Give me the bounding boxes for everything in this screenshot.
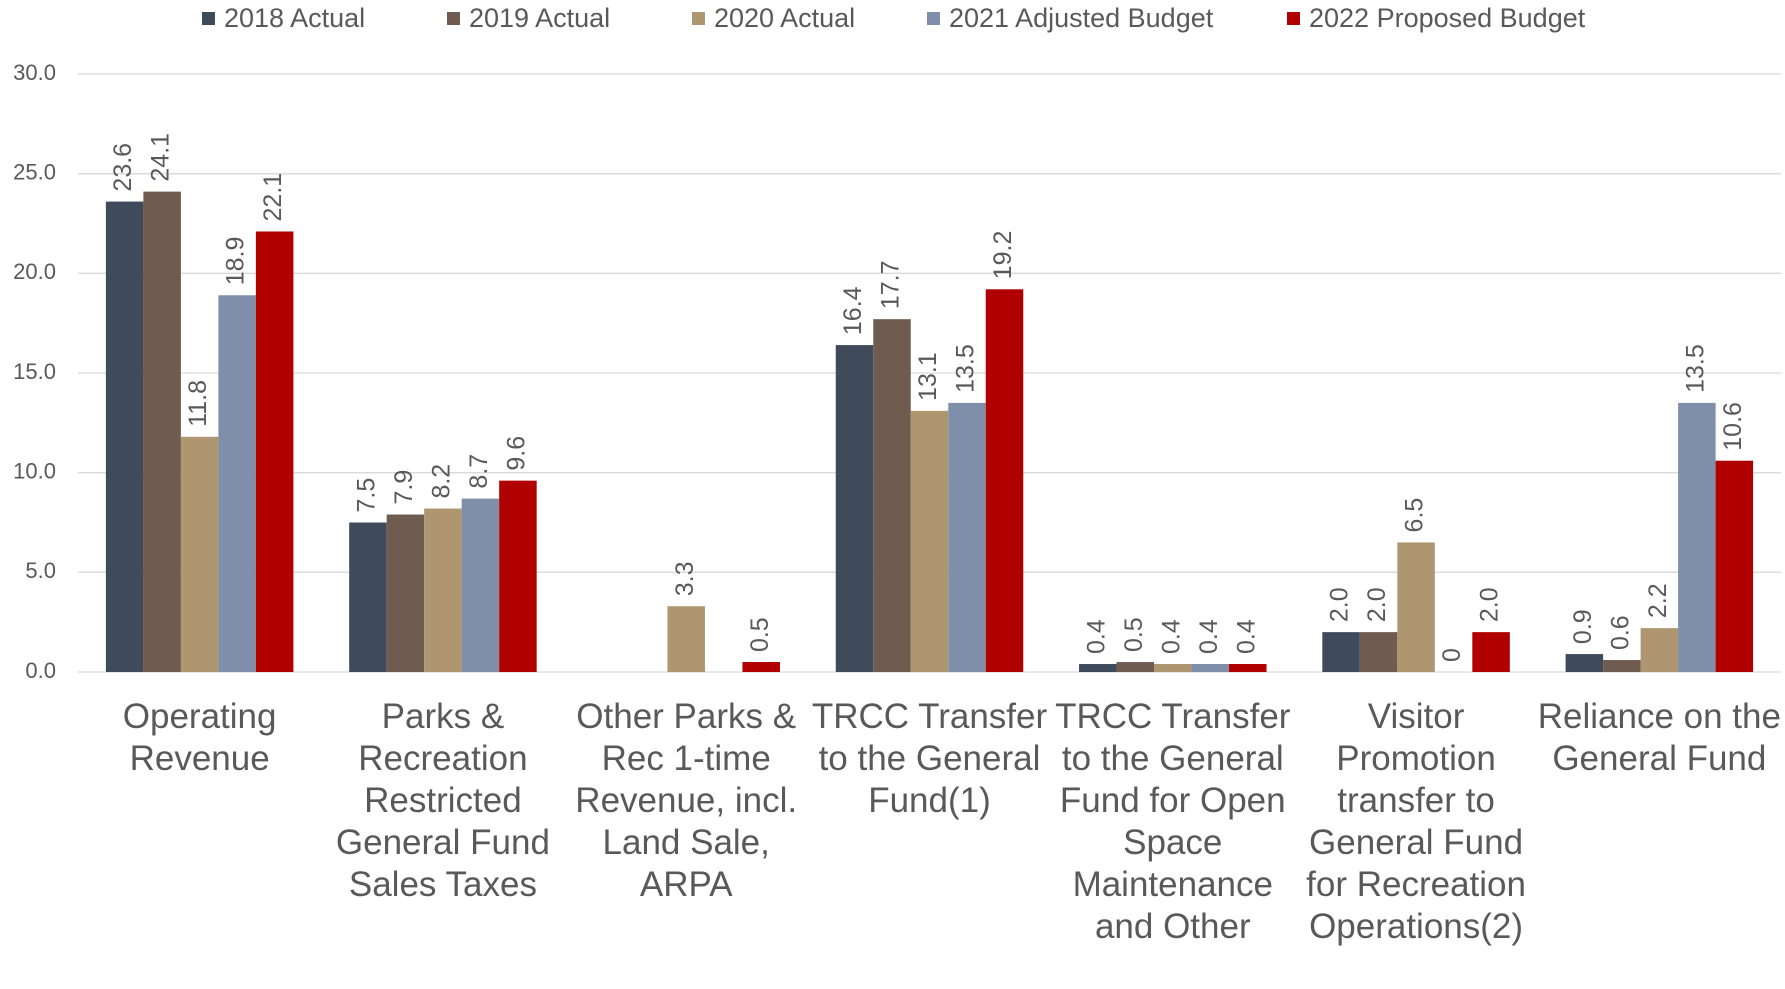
bar bbox=[1116, 662, 1155, 672]
y-tick-label: 5.0 bbox=[25, 558, 56, 583]
bar bbox=[424, 508, 462, 672]
data-label: 17.7 bbox=[877, 261, 905, 310]
x-tick-label: TRCC Transfer to the General Fund(1) bbox=[811, 697, 1048, 820]
y-tick-label: 15.0 bbox=[13, 359, 56, 384]
data-label: 22.1 bbox=[259, 173, 287, 222]
bar bbox=[1397, 542, 1435, 672]
data-label: 11.8 bbox=[184, 380, 212, 427]
bar bbox=[1715, 460, 1754, 672]
legend-swatch bbox=[692, 12, 705, 25]
data-label: 13.5 bbox=[952, 344, 980, 393]
data-label: 24.1 bbox=[147, 133, 175, 182]
data-label: 0.5 bbox=[746, 617, 774, 652]
data-label: 0.4 bbox=[1195, 619, 1223, 654]
data-label: 19.2 bbox=[989, 231, 1017, 280]
y-tick-label: 10.0 bbox=[13, 458, 56, 483]
legend-label: 2018 Actual bbox=[224, 3, 365, 33]
bar bbox=[1603, 660, 1641, 672]
bar bbox=[386, 514, 425, 672]
x-tick-label: Other Parks & Rec 1-time Revenue, incl. … bbox=[575, 697, 798, 904]
bar bbox=[1359, 632, 1398, 672]
bar bbox=[1079, 664, 1117, 672]
x-tick-label: Visitor Promotion transfer to General Fu… bbox=[1306, 697, 1526, 946]
data-label: 8.2 bbox=[428, 464, 456, 499]
data-label: 2.0 bbox=[1363, 587, 1391, 622]
legend-swatch bbox=[202, 12, 215, 25]
bar bbox=[143, 191, 181, 672]
y-tick-label: 30.0 bbox=[13, 60, 56, 85]
bar bbox=[1154, 664, 1192, 672]
data-label: 0.6 bbox=[1606, 615, 1634, 650]
data-label: 13.5 bbox=[1681, 344, 1709, 393]
data-label: 0.4 bbox=[1232, 619, 1260, 654]
bar bbox=[667, 606, 705, 672]
x-tick-label: Parks & Recreation Restricted General Fu… bbox=[335, 697, 550, 904]
bar bbox=[948, 402, 986, 672]
bar bbox=[1472, 632, 1510, 672]
data-label: 8.7 bbox=[465, 454, 493, 489]
data-label: 0.4 bbox=[1157, 619, 1185, 654]
legend-label: 2022 Proposed Budget bbox=[1309, 3, 1586, 33]
bar bbox=[985, 289, 1024, 672]
bar bbox=[180, 436, 219, 672]
data-label: 0.9 bbox=[1569, 609, 1597, 644]
y-tick-label: 0.0 bbox=[25, 658, 56, 683]
data-label: 0.5 bbox=[1120, 617, 1148, 652]
data-label: 13.1 bbox=[914, 352, 942, 401]
data-label: 2.0 bbox=[1476, 587, 1504, 622]
data-label: 18.9 bbox=[222, 237, 250, 286]
bar bbox=[1229, 664, 1267, 672]
legend-swatch bbox=[447, 12, 460, 25]
bar bbox=[1322, 632, 1360, 672]
data-label: 7.5 bbox=[353, 478, 381, 513]
legend-label: 2019 Actual bbox=[469, 3, 610, 33]
bar bbox=[1640, 628, 1679, 672]
bar bbox=[255, 231, 294, 672]
legend-label: 2021 Adjusted Budget bbox=[949, 3, 1214, 33]
bar bbox=[910, 410, 949, 672]
bar bbox=[1565, 654, 1604, 672]
data-label: 9.6 bbox=[503, 436, 531, 471]
bar bbox=[218, 295, 256, 672]
legend-label: 2020 Actual bbox=[714, 3, 855, 33]
bar bbox=[873, 319, 911, 672]
data-label: 16.4 bbox=[839, 286, 867, 335]
bar bbox=[1191, 664, 1230, 672]
bar bbox=[105, 201, 144, 672]
data-label: 23.6 bbox=[109, 143, 137, 192]
y-tick-label: 20.0 bbox=[13, 259, 56, 284]
bar bbox=[499, 480, 537, 672]
y-tick-label: 25.0 bbox=[13, 159, 56, 184]
x-tick-label: Reliance on the General Fund bbox=[1537, 697, 1781, 778]
x-tick-label: Operating Revenue bbox=[122, 697, 277, 778]
x-tick-label: TRCC Transfer to the General Fund for Op… bbox=[1055, 697, 1291, 946]
legend-swatch bbox=[1287, 12, 1300, 25]
data-label: 0.4 bbox=[1082, 619, 1110, 654]
bar bbox=[461, 498, 500, 672]
data-label: 2.2 bbox=[1644, 583, 1672, 618]
data-label: 3.3 bbox=[671, 561, 699, 596]
bar bbox=[1678, 402, 1716, 672]
data-label: 0 bbox=[1438, 648, 1466, 662]
data-label: 2.0 bbox=[1326, 587, 1354, 622]
bar bbox=[835, 345, 874, 672]
bar bbox=[349, 522, 387, 672]
legend-swatch bbox=[927, 12, 940, 25]
data-label: 6.5 bbox=[1401, 498, 1429, 533]
data-label: 10.6 bbox=[1719, 402, 1747, 451]
data-label: 7.9 bbox=[390, 470, 418, 505]
bar bbox=[742, 662, 780, 672]
